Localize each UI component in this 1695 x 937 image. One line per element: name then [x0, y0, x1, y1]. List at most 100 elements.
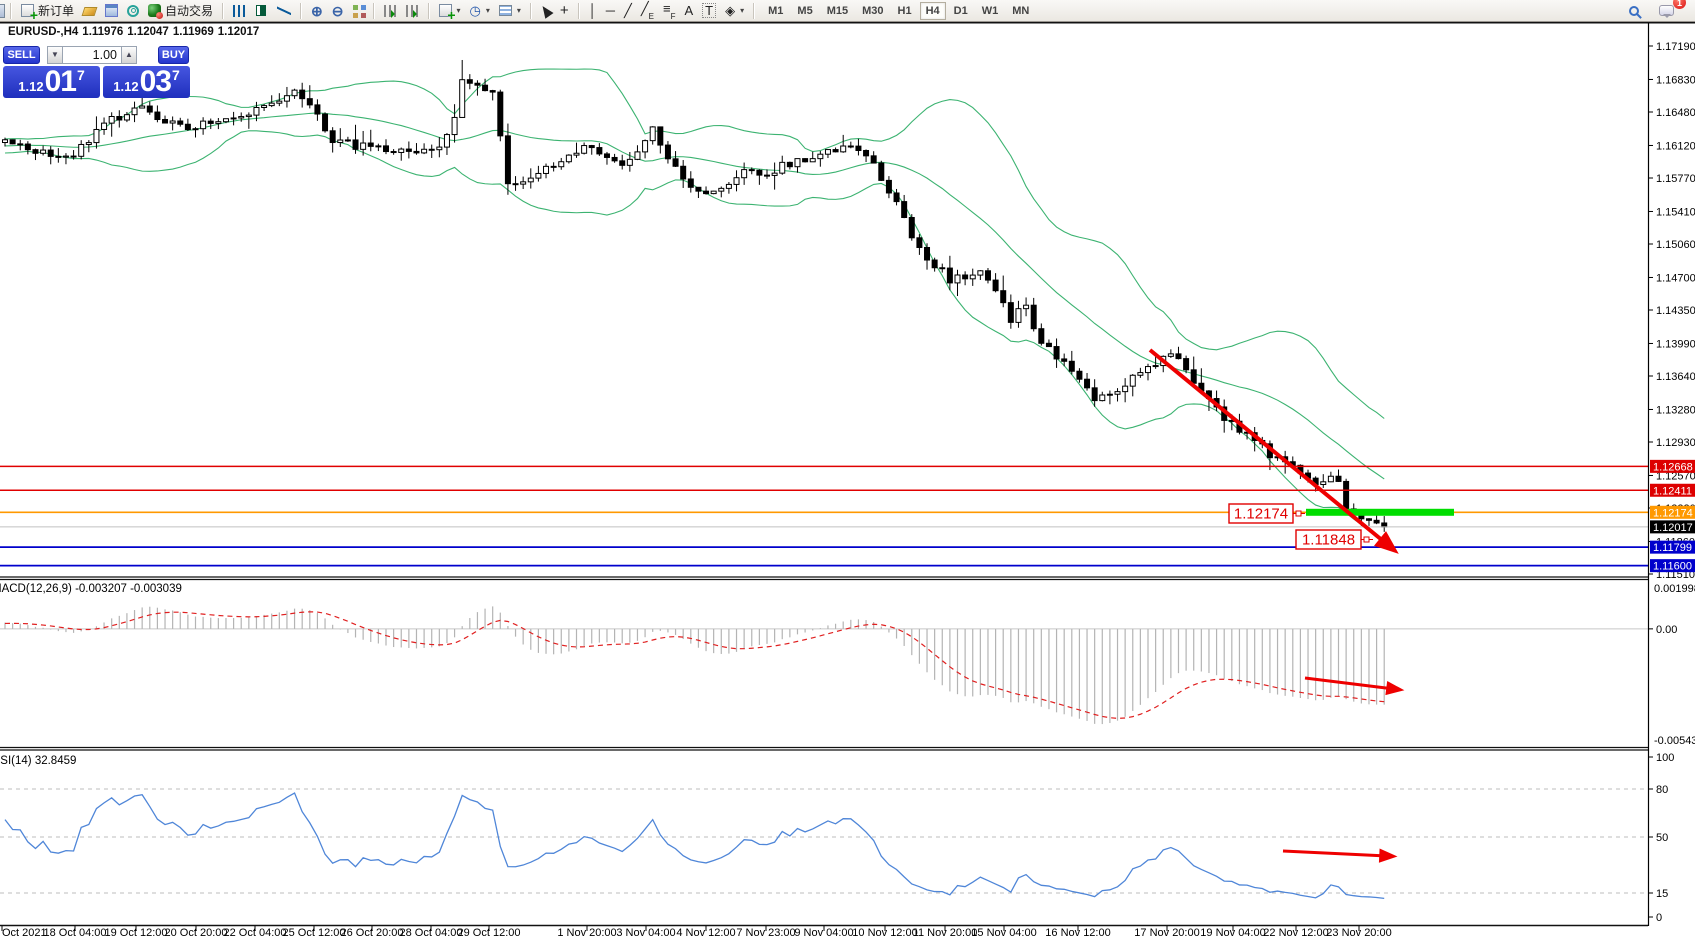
chat-button[interactable]: 1	[1655, 0, 1686, 20]
toolbar-separator	[372, 2, 375, 19]
candle-body	[24, 143, 31, 151]
timeframe-button-H4[interactable]: H4	[919, 1, 946, 20]
candle-body	[901, 201, 908, 218]
channel-tool-button[interactable]: ╱E	[637, 1, 658, 20]
candle-body	[184, 123, 191, 131]
rsi-arrow[interactable]	[1282, 848, 1398, 863]
timeframe-button-M1[interactable]: M1	[762, 2, 789, 20]
zoom-in-button[interactable]: ⊕	[307, 1, 327, 20]
hline-tool-button[interactable]: ─	[602, 1, 619, 20]
price-axis[interactable]: 1.17190 1.16830 1.16480 1.16120 1.15770 1.154…	[1647, 23, 1695, 926]
callout-box	[1295, 529, 1362, 550]
candle-body	[497, 91, 504, 137]
candle-body	[512, 183, 519, 186]
candle-body	[794, 158, 801, 168]
arrows-tool-button[interactable]: ◈ ▾	[721, 1, 748, 20]
indicators-button[interactable]: ▾	[435, 1, 465, 23]
macd-arrow[interactable]	[1304, 676, 1405, 696]
candle-body	[139, 105, 146, 109]
style-button[interactable]	[79, 1, 100, 20]
cursor-button[interactable]	[537, 1, 555, 20]
add-indicator-icon	[438, 4, 456, 23]
templates-button[interactable]: ▾	[495, 1, 525, 20]
channel-sub: E	[648, 11, 654, 21]
price-tick-label: 1.17190	[1656, 41, 1695, 53]
window-icon	[105, 4, 119, 17]
callout-text: 1.11848	[1302, 532, 1355, 549]
chart-shift-button[interactable]	[402, 1, 423, 20]
sell-price-display[interactable]: 1.12 01 7	[3, 66, 100, 98]
candle-body	[390, 151, 397, 154]
candle-body	[687, 178, 694, 188]
volume-decrease-button[interactable]: ▼	[47, 46, 63, 64]
callout-handle	[1295, 510, 1302, 517]
sell-button[interactable]: SELL	[3, 46, 40, 64]
cursor-icon	[538, 2, 554, 19]
candle-body	[2, 139, 8, 144]
candlestick-icon	[255, 4, 268, 17]
label-tool-button[interactable]: T	[698, 1, 720, 20]
candle-body	[299, 89, 306, 100]
auto-scroll-button[interactable]	[380, 1, 401, 20]
fibonacci-glyph: ≡	[663, 1, 671, 17]
green-zone-rectangle[interactable]	[1306, 508, 1454, 516]
timeframe-button-D1[interactable]: D1	[948, 2, 974, 20]
price-tick-label: 1.13280	[1656, 404, 1695, 416]
price-label-1.11600: 1.11600	[1650, 559, 1695, 573]
zoom-out-button[interactable]: ⊖	[328, 1, 348, 20]
timeframe-button-M5[interactable]: M5	[791, 2, 818, 20]
fibonacci-tool-button[interactable]: ≡F	[659, 1, 679, 20]
candle-body	[489, 90, 496, 93]
tile-windows-button[interactable]	[349, 1, 368, 20]
timeframe-button-M30[interactable]: M30	[856, 2, 889, 20]
timeframe-button-W1[interactable]: W1	[976, 2, 1005, 20]
callout-box	[1228, 503, 1294, 524]
candle-body	[146, 105, 153, 113]
buy-price-display[interactable]: 1.12 03 7	[103, 66, 190, 98]
auto-trading-button[interactable]: 自动交易	[144, 1, 217, 20]
candle-body	[870, 155, 877, 164]
callout-text: 1.12174	[1234, 506, 1288, 523]
candle-body	[634, 151, 641, 160]
chart-bars-button[interactable]	[229, 1, 250, 20]
candle-body	[291, 89, 298, 97]
price-callout-1.12174[interactable]: 1.12174	[1228, 503, 1305, 524]
callout-handle	[1363, 536, 1370, 543]
vline-tool-button[interactable]: │	[585, 1, 601, 20]
timeframe-button-H1[interactable]: H1	[892, 2, 918, 20]
trendline-tool-button[interactable]: ╱	[620, 1, 636, 20]
trend-arrow[interactable]	[1148, 348, 1399, 554]
candle-body	[215, 121, 222, 124]
toolbar-separator	[577, 2, 580, 19]
candle-body	[764, 174, 770, 177]
time-label: 29 Oct 12:00	[458, 927, 521, 937]
rsi-scale-label: 15	[1656, 888, 1668, 900]
macd-scale-top: 0.001998	[1654, 583, 1695, 595]
volume-input[interactable]	[63, 46, 121, 64]
search-button[interactable]	[1625, 1, 1643, 20]
candle-body	[93, 128, 100, 144]
periods-button[interactable]: ◷ ▾	[466, 1, 494, 20]
crosshair-button[interactable]: +	[556, 1, 573, 20]
chart-candles-button[interactable]	[251, 1, 272, 20]
candle-body	[809, 158, 816, 163]
buy-button[interactable]: BUY	[158, 46, 189, 64]
chart-line-button[interactable]	[273, 1, 295, 20]
timeframe-button-M15[interactable]: M15	[821, 2, 854, 20]
macd-scale-zero: 0.00	[1656, 624, 1677, 636]
price-callout-1.11848[interactable]: 1.11848	[1295, 529, 1373, 550]
candle-body	[893, 192, 900, 203]
candle-body	[474, 82, 481, 86]
timeframe-group: M1 M5 M15 M30 H1 H4 D1 W1 MN	[762, 1, 1035, 20]
new-window-button[interactable]	[101, 1, 122, 20]
signals-button[interactable]	[123, 1, 143, 20]
timeframe-button-MN[interactable]: MN	[1006, 2, 1035, 20]
text-tool-button[interactable]: A	[680, 1, 697, 20]
candle-body	[1145, 366, 1151, 374]
volume-increase-button[interactable]: ▲	[121, 46, 137, 64]
arrow-line	[1282, 849, 1388, 858]
candle-body	[931, 259, 938, 269]
new-order-button[interactable]: 新订单	[17, 1, 78, 23]
